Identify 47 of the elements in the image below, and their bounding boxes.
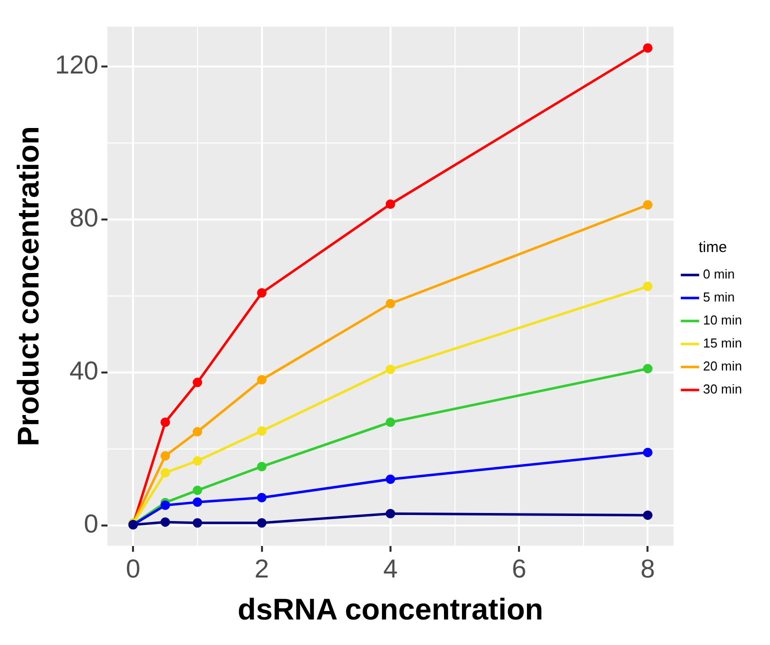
point [643, 510, 652, 520]
legend-title: time [698, 239, 727, 256]
point [643, 364, 652, 374]
x-tick-label: 0 [126, 554, 140, 584]
x-tick-label: 4 [383, 554, 398, 584]
legend-label: 10 min [702, 312, 742, 328]
point [160, 468, 170, 478]
point [192, 518, 202, 528]
point [192, 486, 202, 496]
point [386, 298, 396, 308]
point [192, 427, 202, 437]
point [257, 426, 267, 436]
y-tick-label: 40 [69, 356, 98, 386]
legend-label: 5 min [702, 290, 735, 305]
point [192, 378, 202, 388]
x-axis-title: dsRNA concentration [238, 593, 544, 626]
point [192, 497, 202, 507]
y-tick-label: 80 [69, 202, 98, 233]
point [386, 199, 396, 209]
point [257, 518, 267, 528]
point [160, 451, 170, 461]
point [160, 517, 170, 527]
point [386, 508, 396, 518]
point [643, 282, 652, 292]
legend-label: 15 min [702, 336, 742, 351]
point [257, 375, 267, 384]
legend-label: 30 min [702, 382, 742, 397]
point [386, 474, 396, 484]
point [257, 288, 267, 298]
point [160, 500, 170, 510]
point [160, 417, 170, 427]
x-tick-label: 2 [254, 554, 270, 584]
legend-label: 20 min [702, 358, 742, 374]
y-tick-label: 120 [54, 50, 98, 80]
x-tick-label: 8 [640, 554, 655, 584]
legend-label: 0 min [702, 266, 735, 282]
point [192, 456, 202, 466]
y-axis-title: Product concentration [12, 126, 46, 446]
point [643, 448, 652, 458]
point [257, 462, 267, 472]
point [386, 417, 396, 427]
y-tick-label: 0 [84, 508, 98, 539]
point [386, 364, 396, 374]
point [257, 492, 267, 502]
point [643, 200, 652, 210]
x-tick-label: 6 [512, 554, 526, 584]
point [643, 43, 652, 53]
